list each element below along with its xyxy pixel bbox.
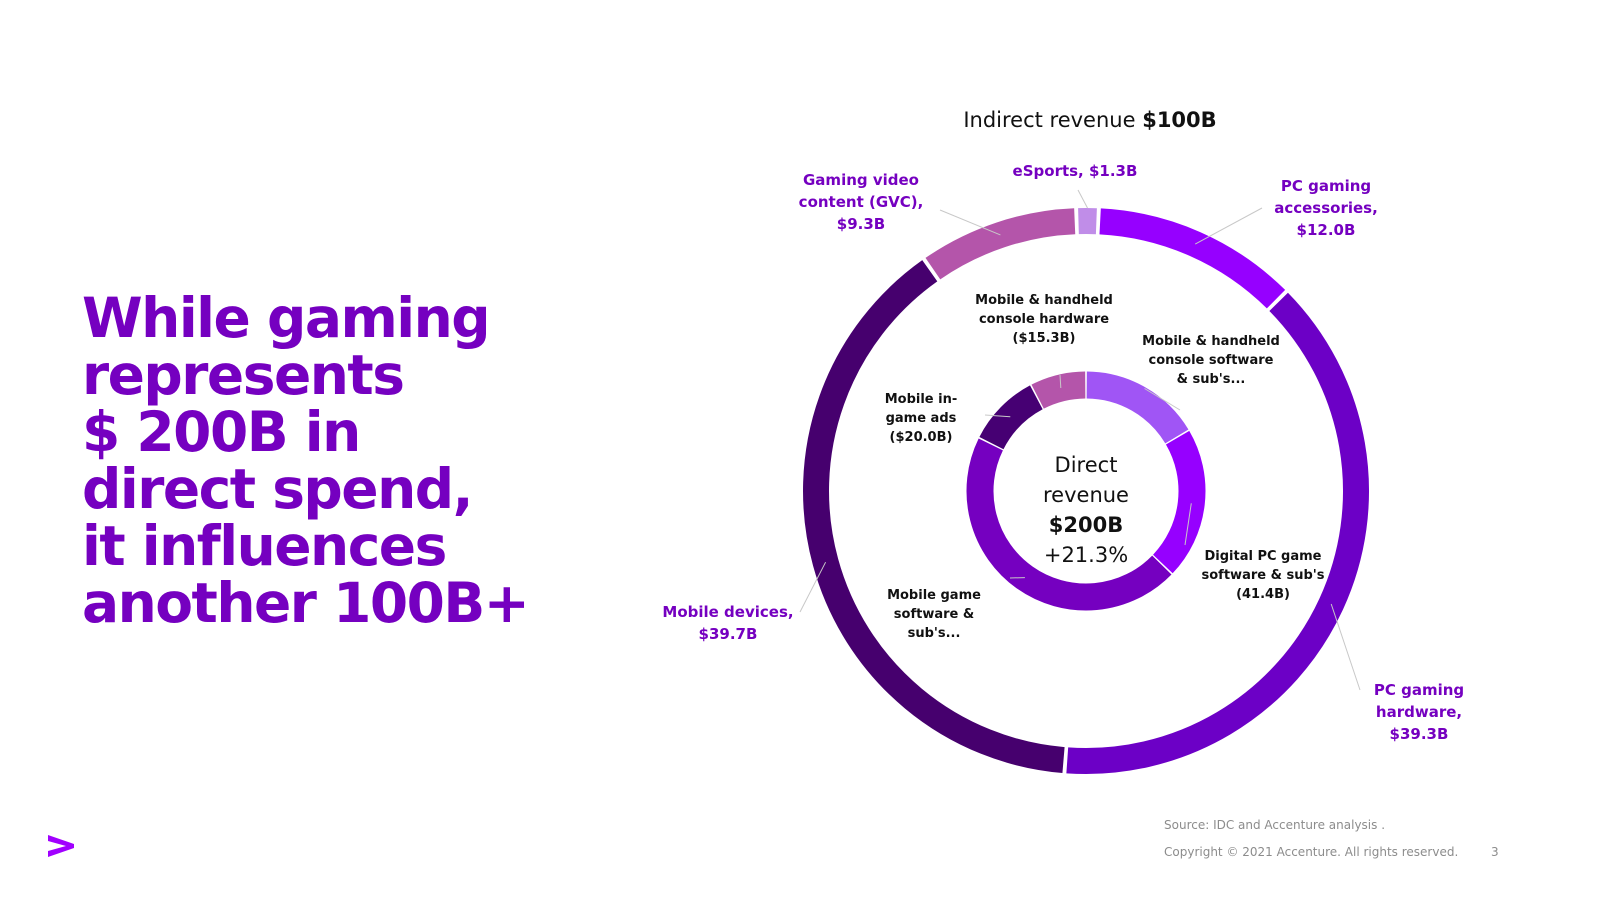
headline-line: direct spend,: [82, 457, 474, 521]
outer-leader-line: [1077, 189, 1088, 209]
copyright-note: Copyright © 2021 Accenture. All rights r…: [1164, 845, 1459, 859]
inner-label-line: Mobile game: [887, 588, 981, 603]
chart-center: Direct revenue $200B +21.3%: [1000, 450, 1172, 570]
accenture-logo-icon: [48, 835, 74, 857]
inner-label-line: console software: [1149, 353, 1274, 368]
inner-label-mobile-handheld-console-hardware: Mobile & handheld console hardware ($15.3B…: [975, 293, 1113, 346]
inner-label-line: Mobile & handheld: [975, 293, 1113, 308]
inner-label-line: software & sub's: [1202, 568, 1325, 583]
inner-slice-mobile-handheld-console-software-sub-s: [1086, 371, 1189, 444]
outer-label-line: $9.3B: [837, 215, 885, 233]
outer-label-line: content (GVC),: [799, 193, 924, 211]
center-line: revenue: [1043, 483, 1129, 507]
outer-label-line: Mobile devices,: [662, 603, 793, 621]
inner-slice-mobile-in-game-ads: [979, 385, 1044, 450]
source-note: Source: IDC and Accenture analysis .: [1164, 818, 1386, 832]
inner-label-line: software &: [894, 607, 974, 622]
outer-ring-title-prefix: Indirect revenue: [963, 108, 1136, 132]
inner-leader-line: [984, 414, 1011, 418]
inner-label-line: ($20.0B): [890, 430, 953, 445]
center-growth: +21.3%: [1043, 543, 1129, 567]
inner-leader-line: [1184, 503, 1192, 546]
page-number: 3: [1491, 845, 1499, 859]
outer-label-line: hardware,: [1376, 703, 1462, 721]
inner-label-digital-pc-game-software-sub-s: Digital PC game software & sub's (41.4B): [1202, 549, 1325, 602]
outer-label-line: PC gaming: [1281, 177, 1371, 195]
inner-label-line: Mobile in-: [885, 392, 958, 407]
outer-label-pc-gaming-accessories: PC gaming accessories, $12.0B: [1274, 177, 1378, 239]
center-value: $200B: [1048, 513, 1124, 537]
headline-line: represents: [82, 343, 405, 407]
outer-slice-mobile-devices: [803, 260, 1065, 774]
headline-line: $ 200B in: [82, 400, 361, 464]
outer-ring-title: Indirect revenue $100B: [900, 108, 1280, 132]
outer-label-line: eSports, $1.3B: [1013, 162, 1138, 180]
outer-label-line: $12.0B: [1297, 221, 1356, 239]
outer-label-gaming-video-content-gvc: Gaming video content (GVC), $9.3B: [799, 171, 924, 233]
inner-label-line: & sub's...: [1177, 372, 1246, 387]
inner-slice-digital-pc-game-software-sub-s: [1152, 430, 1206, 574]
outer-label-line: $39.7B: [699, 625, 758, 643]
outer-leader-line: [799, 561, 827, 613]
outer-label-line: Gaming video: [803, 171, 919, 189]
outer-slice-gaming-video-content-gvc: [925, 208, 1076, 280]
inner-slice-mobile-handheld-console-hardware: [1031, 371, 1086, 409]
inner-label-line: Digital PC game: [1204, 549, 1321, 564]
inner-label-line: Mobile & handheld: [1142, 334, 1280, 349]
outer-label-line: PC gaming: [1374, 681, 1464, 699]
inner-label-line: ($15.3B): [1013, 331, 1076, 346]
outer-slice-pc-gaming-accessories: [1099, 208, 1286, 309]
outer-leader-line: [1194, 207, 1263, 245]
inner-label-line: sub's...: [908, 626, 961, 641]
inner-leader-line: [1144, 388, 1181, 411]
headline-line: While gaming: [82, 286, 491, 350]
headline: While gaming represents $ 200B in direct…: [82, 290, 602, 632]
inner-label-line: (41.4B): [1236, 587, 1290, 602]
outer-label-pc-gaming-hardware: PC gaming hardware, $39.3B: [1374, 681, 1464, 743]
outer-leader-line: [1330, 603, 1361, 691]
inner-leader-line: [1059, 374, 1062, 389]
outer-ring-title-value: $100B: [1142, 108, 1217, 132]
headline-line: another 100B+: [82, 571, 530, 635]
outer-label-esports: eSports, $1.3B: [1013, 162, 1138, 180]
outer-leader-line: [939, 209, 1001, 236]
inner-slice-mobile-game-software-sub-s: [966, 438, 1172, 611]
outer-label-line: $39.3B: [1390, 725, 1449, 743]
headline-line: it influences: [82, 514, 447, 578]
inner-label-mobile-handheld-console-software-sub-s: Mobile & handheld console software & sub's…: [1142, 334, 1280, 387]
inner-label-mobile-game-software-sub-s: Mobile game software & sub's...: [887, 588, 981, 641]
outer-label-mobile-devices: Mobile devices, $39.7B: [662, 603, 793, 643]
inner-label-mobile-in-game-ads: Mobile in-game ads ($20.0B): [885, 392, 958, 445]
inner-label-line: game ads: [886, 411, 957, 426]
center-line: Direct: [1054, 453, 1118, 477]
outer-label-line: accessories,: [1274, 199, 1378, 217]
inner-label-line: console hardware: [979, 312, 1109, 327]
